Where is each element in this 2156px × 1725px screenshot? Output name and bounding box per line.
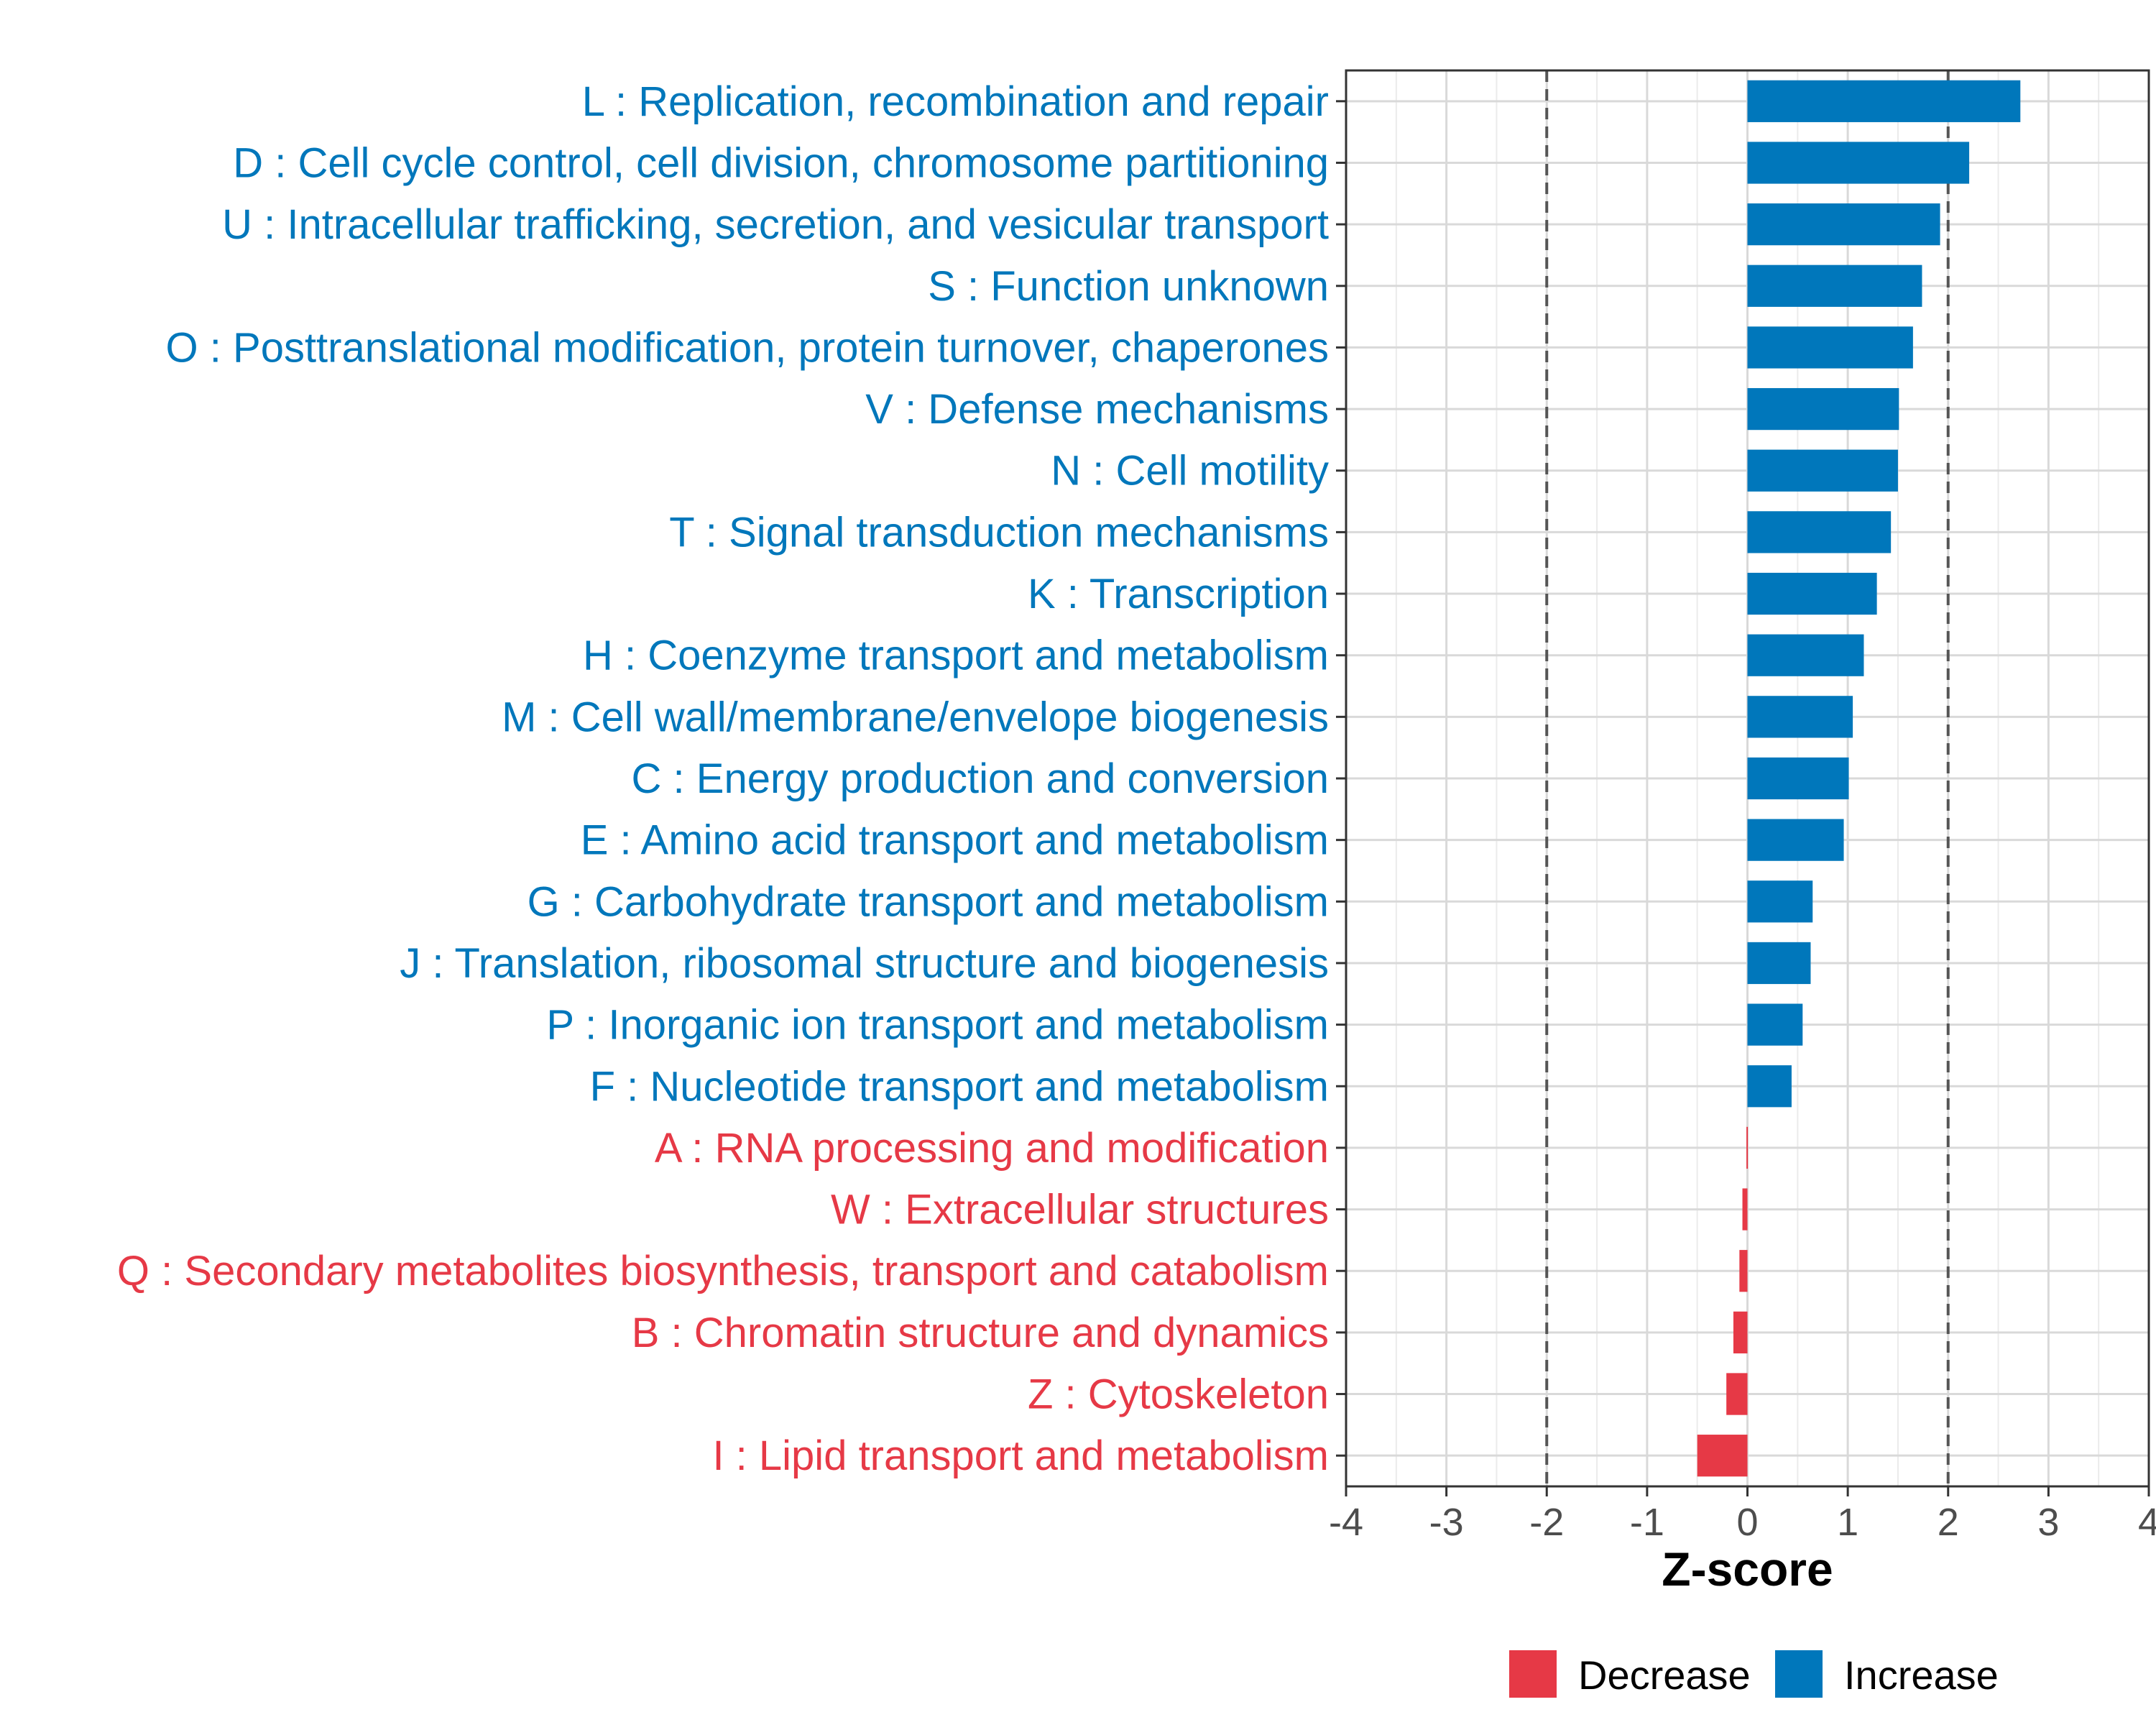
legend: Decrease Increase <box>1509 1650 1999 1698</box>
category-label: O : Posttranslational modification, prot… <box>166 324 1329 371</box>
y-axis: L : Replication, recombination and repai… <box>117 78 1346 1479</box>
category-label: K : Transcription <box>1028 571 1329 617</box>
reference-lines <box>1545 70 1950 1486</box>
bar <box>1742 1188 1748 1230</box>
bar <box>1747 634 1864 676</box>
bar <box>1747 942 1811 985</box>
category-label: M : Cell wall/membrane/envelope biogenes… <box>502 694 1329 740</box>
bar <box>1747 819 1844 861</box>
category-label: E : Amino acid transport and metabolism <box>581 817 1329 864</box>
bar <box>1747 203 1940 246</box>
bar <box>1747 572 1877 615</box>
category-label: N : Cell motility <box>1051 448 1329 494</box>
legend-key <box>1775 1650 1823 1698</box>
bar <box>1747 696 1853 738</box>
legend-label: Decrease <box>1578 1652 1751 1698</box>
bar <box>1746 1126 1749 1169</box>
category-label: H : Coenzyme transport and metabolism <box>583 632 1329 679</box>
category-label: G : Carbohydrate transport and metabolis… <box>528 878 1329 925</box>
x-tick-label: 3 <box>2037 1501 2059 1544</box>
x-tick-label: -4 <box>1329 1501 1363 1544</box>
legend-key <box>1509 1650 1557 1698</box>
bar <box>1747 1003 1803 1046</box>
bar <box>1747 387 1899 431</box>
category-label: I : Lipid transport and metabolism <box>712 1432 1329 1479</box>
category-label: D : Cell cycle control, cell division, c… <box>233 139 1329 186</box>
category-label: L : Replication, recombination and repai… <box>582 78 1329 125</box>
x-tick-label: 0 <box>1736 1501 1758 1544</box>
bar <box>1747 880 1813 923</box>
x-tick-label: -2 <box>1529 1501 1564 1544</box>
bar <box>1747 142 1970 184</box>
x-axis-title: Z-score <box>1662 1542 1833 1596</box>
x-tick-label: 1 <box>1837 1501 1858 1544</box>
legend-label: Increase <box>1844 1652 1999 1698</box>
category-label: U : Intracellular trafficking, secretion… <box>222 201 1329 248</box>
category-label: V : Defense mechanisms <box>865 386 1329 433</box>
bar <box>1747 80 2021 122</box>
bar <box>1747 326 1913 369</box>
category-label: W : Extracellular structures <box>831 1187 1329 1233</box>
bar <box>1747 264 1922 307</box>
category-label: F : Nucleotide transport and metabolism <box>590 1063 1329 1110</box>
category-label: C : Energy production and conversion <box>632 755 1329 802</box>
bar <box>1747 1065 1792 1108</box>
category-label: T : Signal transduction mechanisms <box>669 509 1329 556</box>
bar <box>1733 1311 1748 1353</box>
x-tick-label: -3 <box>1429 1501 1464 1544</box>
category-label: Q : Secondary metabolites biosynthesis, … <box>117 1248 1329 1294</box>
bar <box>1726 1373 1748 1415</box>
category-label: J : Translation, ribosomal structure and… <box>400 940 1329 987</box>
category-label: B : Chromatin structure and dynamics <box>632 1310 1329 1356</box>
bar <box>1747 757 1849 800</box>
category-label: Z : Cytoskeleton <box>1028 1371 1329 1418</box>
bar <box>1747 511 1892 553</box>
category-label: A : RNA processing and modification <box>655 1125 1329 1172</box>
bar <box>1747 449 1898 492</box>
bar <box>1739 1250 1748 1292</box>
category-label: S : Function unknown <box>928 263 1329 310</box>
x-tick-label: -1 <box>1630 1501 1664 1544</box>
x-axis: -4 -3 -2 -1 0 1 2 3 4 <box>1329 1486 2156 1544</box>
x-tick-label: 2 <box>1938 1501 1959 1544</box>
bar <box>1697 1435 1748 1477</box>
category-label: P : Inorganic ion transport and metaboli… <box>546 1002 1329 1049</box>
bars <box>1697 80 2021 1477</box>
x-tick-label: 4 <box>2138 1501 2156 1544</box>
